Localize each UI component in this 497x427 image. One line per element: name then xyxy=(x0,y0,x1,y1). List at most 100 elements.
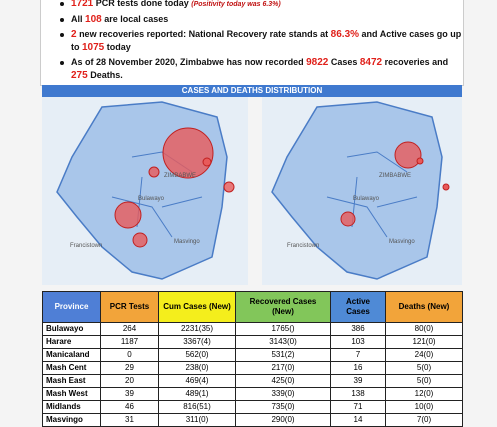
table-cell: 14 xyxy=(330,413,386,427)
bullet-text: 1075 xyxy=(82,42,105,53)
table-cell: 425(0) xyxy=(235,374,331,388)
map-label: Francistown xyxy=(70,243,102,249)
table-cell: 735(0) xyxy=(235,400,331,414)
map-label: Francistown xyxy=(287,243,319,249)
bullet-text: recoveries and xyxy=(382,57,449,67)
table-cell: 46 xyxy=(100,400,159,414)
table-cell: Mash East xyxy=(42,374,101,388)
table-cell: 80(0) xyxy=(385,322,463,336)
province-borders xyxy=(111,151,203,238)
table-cell: 71 xyxy=(330,400,386,414)
bullet-text: 275 xyxy=(71,70,88,81)
circle xyxy=(114,201,142,229)
table-cell: 562(0) xyxy=(158,348,236,362)
bullet-text: 8472 xyxy=(359,57,383,68)
column-header: Recovered Cases (New) xyxy=(235,291,331,323)
circle xyxy=(442,183,450,191)
table-cell: 1765() xyxy=(235,322,331,336)
table-cell: 121(0) xyxy=(385,335,463,349)
section-banner: CASES AND DEATHS DISTRIBUTION xyxy=(42,85,462,97)
bullet-text: Cases xyxy=(328,57,360,67)
map-label: Bulawayo xyxy=(138,196,165,202)
bullet-text: and Active cases go up to xyxy=(71,29,462,52)
table-row: Mash East 20 469(4) 425(0) 39 5(0) xyxy=(42,374,463,388)
circle xyxy=(416,157,424,165)
map-label: Masvingo xyxy=(389,239,415,245)
table-cell: 339(0) xyxy=(235,387,331,401)
table-cell: 10(0) xyxy=(385,400,463,414)
table-cell: 2231(35) xyxy=(158,322,236,336)
bullet-list: 1721 PCR tests done today (Positivity to… xyxy=(41,0,463,82)
bullet-text: 9822 xyxy=(306,57,329,68)
table-cell: 311(0) xyxy=(158,413,236,427)
table-row: Midlands 46 816(51) 735(0) 71 10(0) xyxy=(42,400,463,414)
map-label: ZIMBABWE xyxy=(379,173,411,179)
table-cell: 31 xyxy=(100,413,159,427)
table-row: Harare 1187 3367(4) 3143(0) 103 121(0) xyxy=(42,335,463,349)
table-cell: 5(0) xyxy=(385,361,463,375)
page: 1721 PCR tests done today (Positivity to… xyxy=(40,0,464,427)
table-cell: Mash West xyxy=(42,387,101,401)
circle xyxy=(340,211,356,227)
bullet: As of 28 November 2020, Zimbabwe has now… xyxy=(60,56,463,82)
map-label: Bulawayo xyxy=(353,196,380,202)
province-borders xyxy=(326,151,418,238)
table-cell: 39 xyxy=(330,374,386,388)
circle xyxy=(394,141,422,169)
table-cell: Midlands xyxy=(42,400,101,414)
bullet: All 108 are local cases xyxy=(60,13,463,26)
column-header: PCR Tests xyxy=(100,291,159,323)
table-cell: Masvingo xyxy=(42,413,101,427)
header-row: Province PCR Tests Cum Cases (New) Recovere… xyxy=(42,291,463,323)
bullet-text: As of 28 November 2020, Zimbabwe has now… xyxy=(71,57,307,67)
bullet-text: today xyxy=(104,42,131,52)
table-row: Mash West 39 489(1) 339(0) 138 12(0) xyxy=(42,387,463,401)
table-cell: 24(0) xyxy=(385,348,463,362)
circle xyxy=(202,157,212,167)
bullet-text: 108 xyxy=(85,14,102,25)
table-cell: 531(2) xyxy=(235,348,331,362)
table-cell: 0 xyxy=(100,348,159,362)
map-cases: ZIMBABWE Bulawayo Francistown Masvingo xyxy=(42,97,248,285)
bullet-text: new recoveries reported: National Recove… xyxy=(76,29,331,39)
table-row: Manicaland 0 562(0) 531(2) 7 24(0) xyxy=(42,348,463,362)
table-cell: 217(0) xyxy=(235,361,331,375)
province-table: Province PCR Tests Cum Cases (New) Recovere… xyxy=(42,291,463,427)
column-header: Cum Cases (New) xyxy=(158,291,236,323)
circle xyxy=(223,181,235,193)
column-header: Province xyxy=(42,291,101,323)
table-cell: 12(0) xyxy=(385,387,463,401)
table-cell: 238(0) xyxy=(158,361,236,375)
table-cell: 3367(4) xyxy=(158,335,236,349)
summary-box: 1721 PCR tests done today (Positivity to… xyxy=(40,0,464,86)
table-row: Bulawayo 264 2231(35) 1765() 386 80(0) xyxy=(42,322,463,336)
table-row: Masvingo 31 311(0) 290(0) 14 7(0) xyxy=(42,413,463,427)
bullet-text: 2 xyxy=(71,29,77,40)
table-row: Mash Cent 29 238(0) 217(0) 16 5(0) xyxy=(42,361,463,375)
bullet: 1721 PCR tests done today (Positivity to… xyxy=(60,0,463,11)
circle xyxy=(148,166,160,178)
bullet-text: 1721 xyxy=(71,0,94,9)
table-cell: Harare xyxy=(42,335,101,349)
table-cell: 1187 xyxy=(100,335,159,349)
table-cell: 7(0) xyxy=(385,413,463,427)
table-cell: 7 xyxy=(330,348,386,362)
table-cell: 16 xyxy=(330,361,386,375)
bullet-text: 86.3% xyxy=(330,29,360,40)
table-cell: 29 xyxy=(100,361,159,375)
table-cell: Manicaland xyxy=(42,348,101,362)
table-cell: 138 xyxy=(330,387,386,401)
bullet-text: All xyxy=(71,14,86,24)
table-cell: 290(0) xyxy=(235,413,331,427)
bullet-text: are local cases xyxy=(101,14,169,24)
map-deaths: ZIMBABWE Bulawayo Francistown Masvingo xyxy=(262,97,462,285)
table-cell: 20 xyxy=(100,374,159,388)
map-label: ZIMBABWE xyxy=(164,173,196,179)
bullet-text: (Positivity today was 6.3%) xyxy=(191,1,281,8)
bullet-text: PCR tests done today xyxy=(93,0,192,8)
table-cell: 3143(0) xyxy=(235,335,331,349)
table-cell: 816(51) xyxy=(158,400,236,414)
table-cell: 489(1) xyxy=(158,387,236,401)
circle xyxy=(132,232,148,248)
column-header: Active Cases xyxy=(330,291,386,323)
